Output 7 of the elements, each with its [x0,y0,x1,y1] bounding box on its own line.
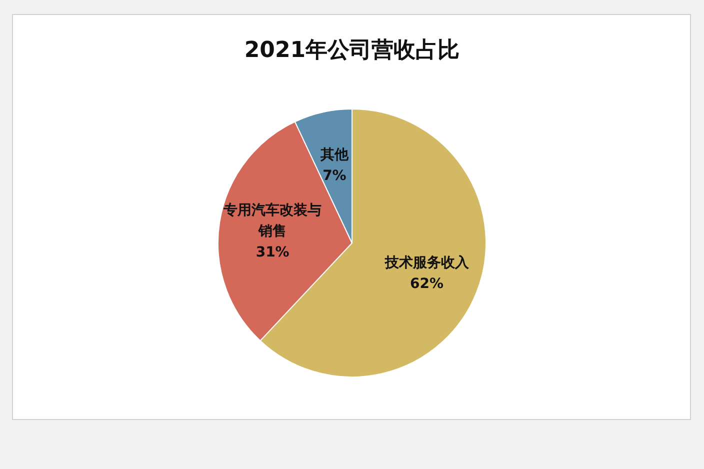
chart-title: 2021年公司营收占比 [244,38,460,63]
data-label: 7% [322,168,346,184]
slice-label: 专用汽车改装与销售 [222,201,322,240]
data-label: 62% [410,276,444,292]
slice-label: 其他 [319,147,350,164]
slice-label: 技术服务收入 [384,255,470,272]
data-label: 31% [256,244,290,260]
